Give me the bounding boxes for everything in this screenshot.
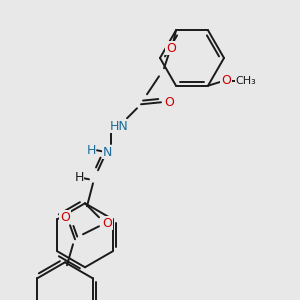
Text: H: H xyxy=(86,144,96,157)
Text: N: N xyxy=(102,146,112,159)
Text: CH₃: CH₃ xyxy=(236,76,256,86)
Text: H: H xyxy=(74,171,84,184)
Text: O: O xyxy=(166,42,176,55)
Text: O: O xyxy=(221,74,231,87)
Text: O: O xyxy=(60,211,70,224)
Text: O: O xyxy=(164,96,174,109)
Text: O: O xyxy=(102,217,112,230)
Text: HN: HN xyxy=(110,120,128,133)
